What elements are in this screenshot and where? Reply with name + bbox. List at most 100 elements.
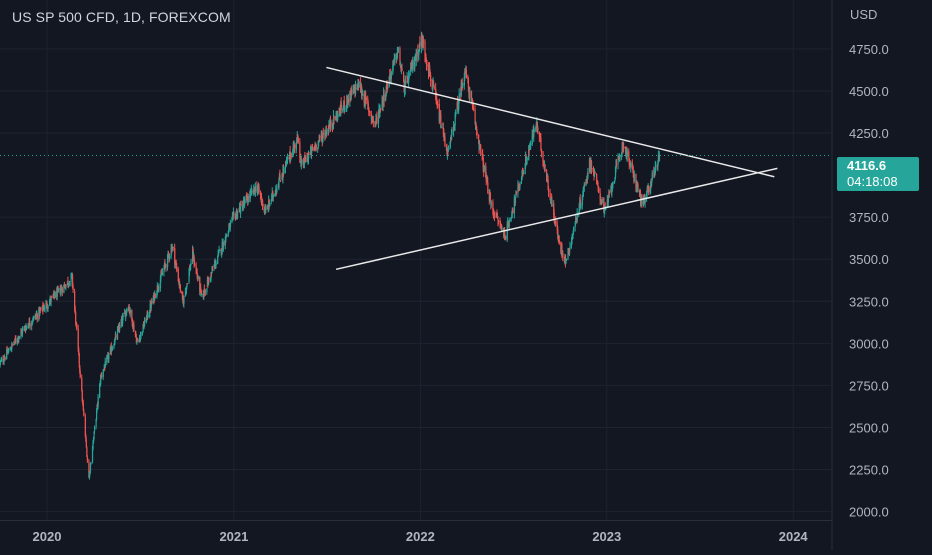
candle-body: [483, 165, 485, 172]
currency-label[interactable]: USD: [850, 7, 878, 22]
candle-body: [215, 263, 217, 265]
price-axis-tick-label: 3250.0: [849, 294, 889, 309]
candle-body: [227, 231, 230, 235]
candle-body: [528, 148, 530, 152]
candle-body: [225, 234, 227, 241]
candle-body: [476, 126, 478, 132]
candle-body: [32, 321, 34, 323]
candle-body: [549, 192, 551, 199]
candle-body: [102, 371, 104, 377]
candle-body: [91, 448, 94, 463]
candle-body: [258, 186, 260, 193]
candle-body: [458, 101, 460, 110]
candle-body: [558, 239, 560, 244]
candle-body: [433, 86, 435, 89]
candle-body: [272, 195, 274, 198]
candle-body: [93, 427, 96, 432]
candle-body: [433, 84, 435, 86]
candle-body: [390, 71, 392, 80]
candle-body: [485, 166, 487, 178]
time-axis-tick-label: 2023: [592, 529, 621, 544]
price-axis-tick-label: 4500.0: [849, 84, 889, 99]
candle-body: [75, 311, 77, 324]
candle-body: [324, 134, 327, 136]
candle-body: [279, 174, 281, 180]
candle-body: [651, 172, 653, 180]
candle-body: [206, 288, 208, 293]
candle-body: [211, 269, 213, 274]
candle-body: [117, 327, 120, 330]
candle-body: [574, 224, 576, 228]
candle-body: [615, 163, 618, 165]
candle-body: [524, 166, 526, 174]
candle-body: [561, 244, 563, 254]
candle-body: [612, 182, 614, 185]
candle-body: [562, 253, 564, 258]
last-price-value: 4116.6: [847, 158, 887, 173]
candle-body: [414, 62, 416, 68]
candle-body: [380, 109, 382, 111]
candle-body: [116, 329, 119, 340]
candle-body: [190, 263, 192, 265]
candle-body: [60, 290, 62, 295]
candle-body: [420, 37, 423, 47]
candle-body: [630, 162, 632, 168]
candle-body: [240, 204, 242, 206]
candle-body: [268, 199, 270, 205]
candle-body: [242, 205, 244, 211]
chart-title[interactable]: US SP 500 CFD, 1D, FOREXCOM: [12, 9, 231, 25]
candle-body: [262, 200, 264, 207]
candle-body: [304, 157, 307, 163]
candle-body: [307, 154, 310, 159]
candle-body: [150, 301, 152, 309]
candle-body: [454, 114, 456, 126]
candle-body: [278, 180, 280, 189]
candle-body: [349, 91, 351, 103]
candle-body: [3, 359, 5, 362]
candle-body: [582, 188, 584, 197]
candle-body: [259, 193, 262, 196]
candle-body: [40, 309, 42, 311]
candle-body: [335, 113, 337, 120]
candle-body: [363, 93, 365, 103]
candle-body: [594, 172, 596, 174]
candle-body: [76, 323, 78, 329]
candle-body: [368, 107, 370, 113]
candle-body: [79, 365, 81, 371]
candle-body: [144, 319, 146, 326]
candle-body: [51, 296, 53, 298]
candle-body: [492, 202, 494, 213]
last-price-tag: 4116.6 04:18:08: [837, 157, 919, 191]
candle-body: [254, 186, 257, 193]
price-axis-tick-label: 4750.0: [849, 42, 889, 57]
candle-body: [101, 375, 103, 377]
candle-body: [444, 136, 446, 146]
candle-body: [555, 220, 557, 226]
candle-body: [535, 123, 537, 129]
candle-body: [537, 127, 539, 131]
candle-body: [628, 151, 630, 158]
candle-body: [553, 203, 555, 215]
candle-body: [147, 315, 149, 317]
price-axis-tick-label: 2250.0: [849, 463, 889, 478]
candle-body: [405, 80, 407, 85]
candle-body: [4, 357, 6, 359]
candle-body: [43, 308, 46, 310]
candle-body: [376, 116, 378, 124]
candle-body: [104, 367, 106, 369]
candle-body: [311, 147, 313, 154]
candle-body: [362, 94, 364, 96]
candle-body: [251, 190, 253, 192]
candles-layer: [0, 31, 661, 480]
candle-body: [92, 438, 95, 444]
candle-body: [565, 259, 568, 261]
candle-body: [81, 377, 83, 391]
candle-body: [290, 153, 292, 158]
candle-body: [581, 197, 583, 206]
candle-body: [131, 318, 133, 326]
candle-body: [365, 97, 367, 101]
candle-body: [399, 48, 401, 66]
candle-body: [601, 198, 603, 203]
